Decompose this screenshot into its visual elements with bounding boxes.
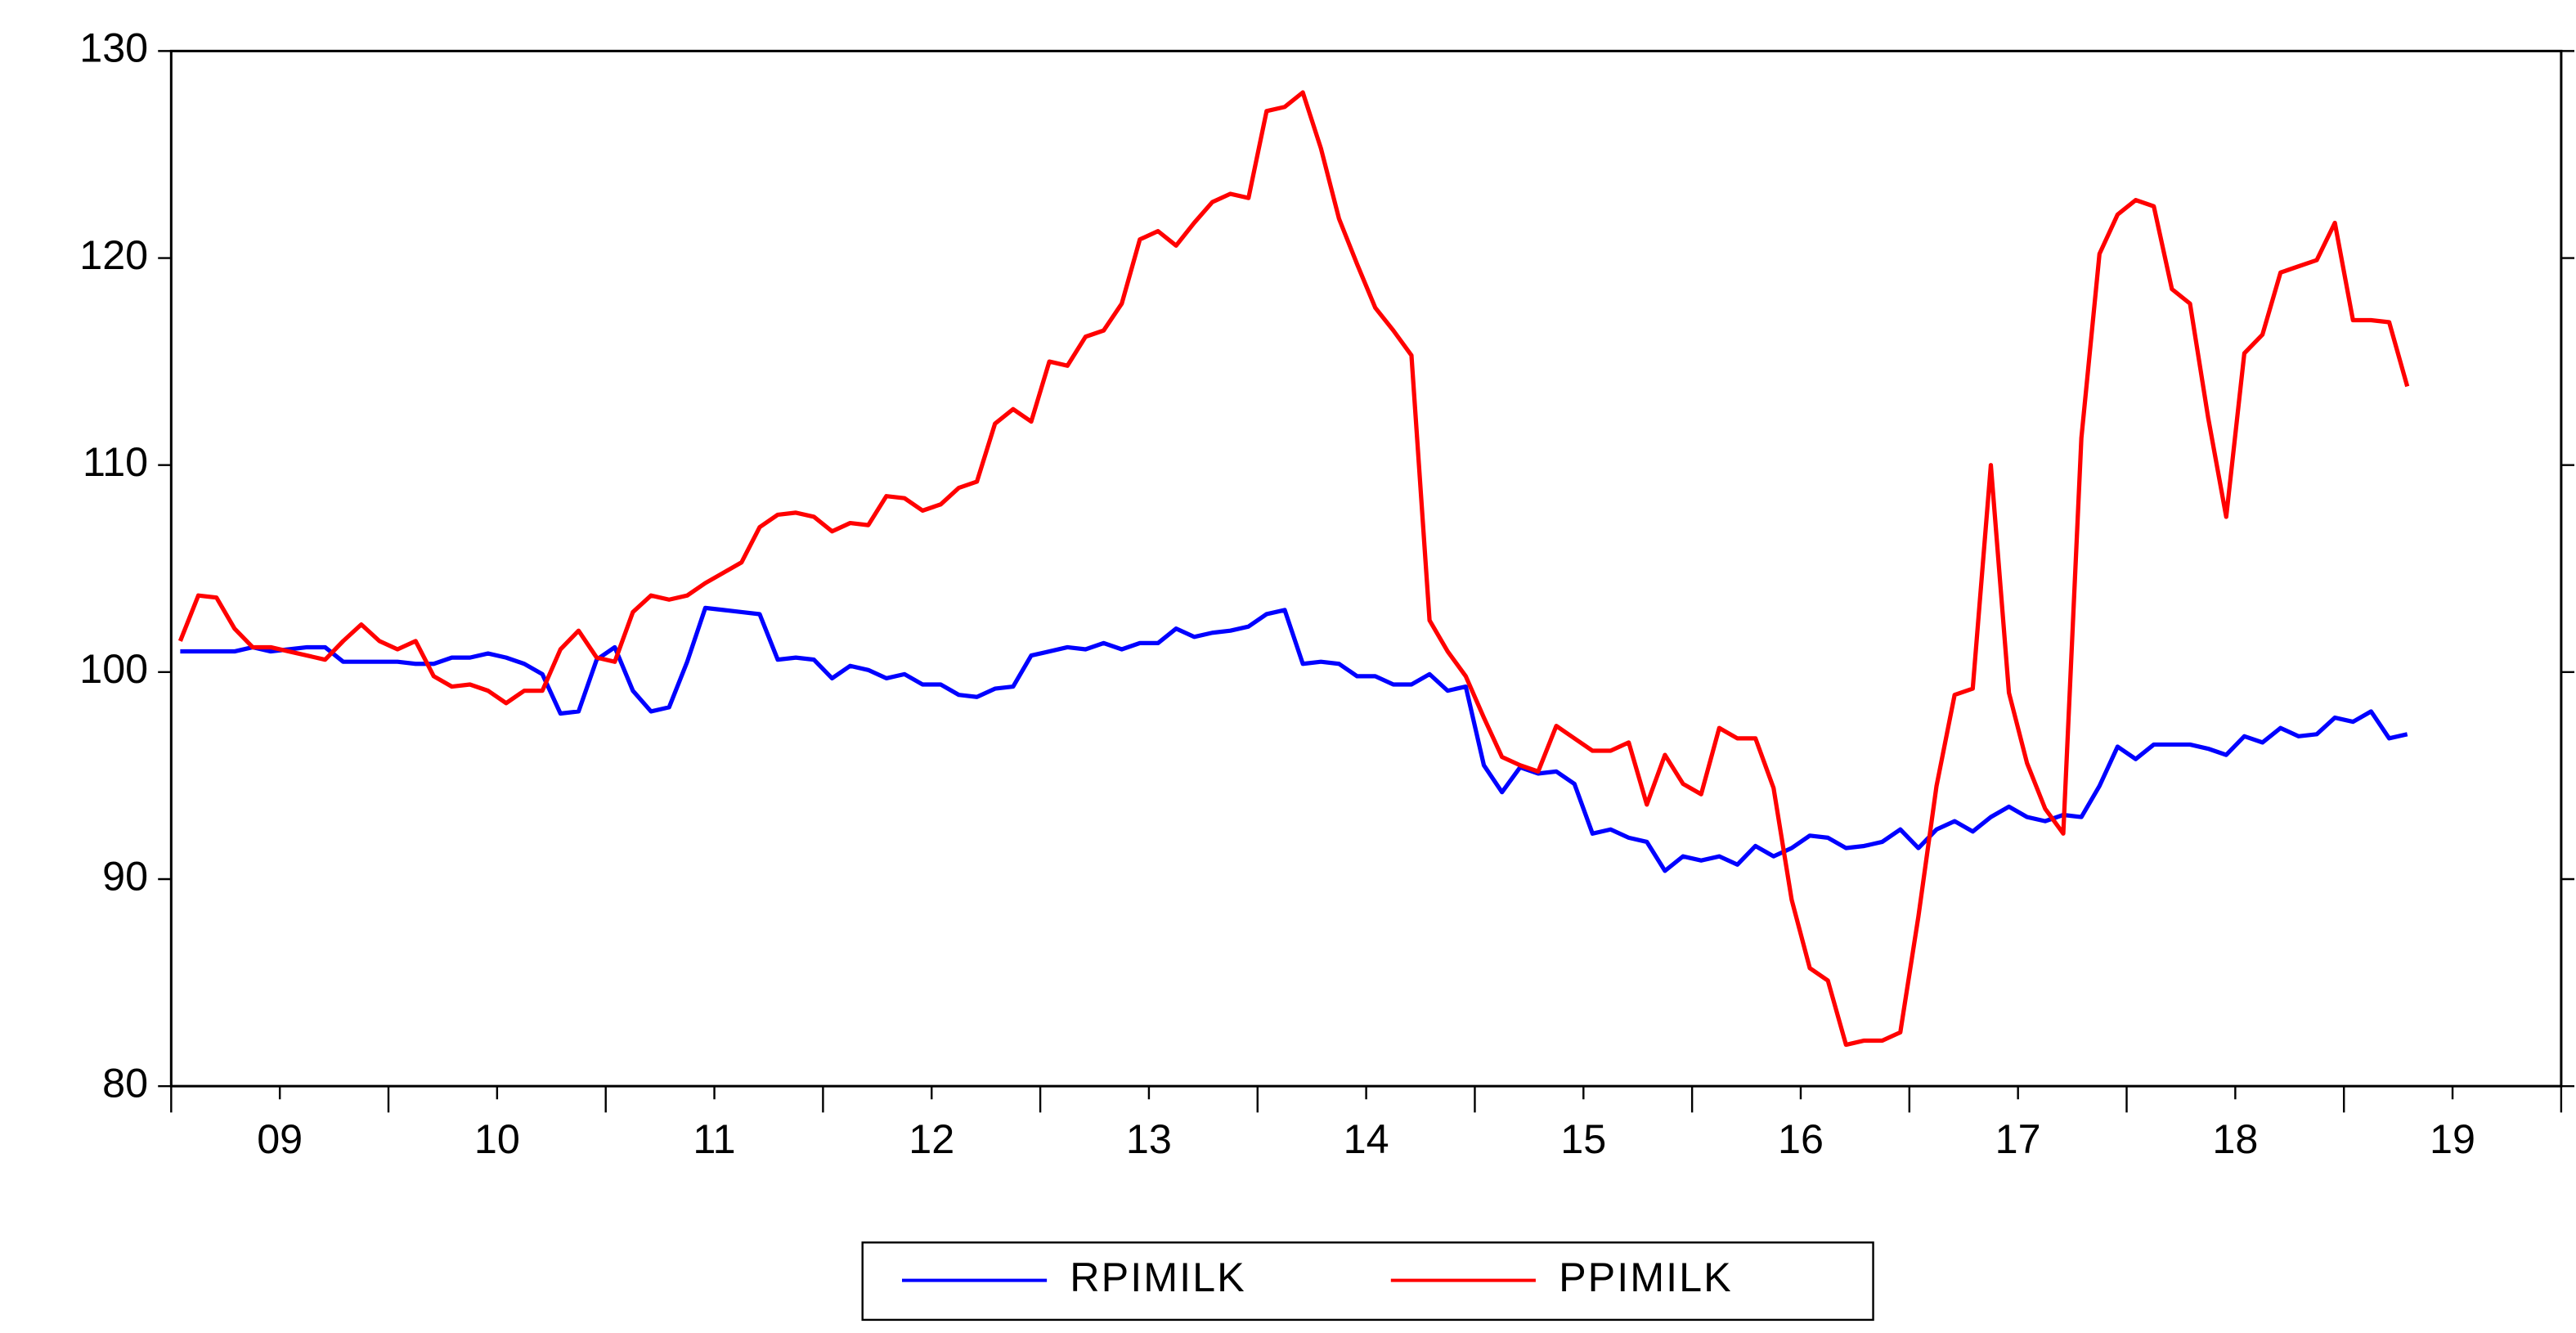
x-tick-label: 10: [474, 1115, 520, 1162]
x-tick-label: 13: [1126, 1115, 1172, 1162]
x-tick-label: 15: [1560, 1115, 1606, 1162]
y-tick-label: 110: [83, 438, 148, 485]
x-tick-label: 09: [257, 1115, 303, 1162]
y-tick-label: 100: [79, 645, 148, 692]
x-tick-label: 11: [693, 1115, 735, 1162]
plot-frame: [169, 49, 2563, 1088]
data-line: [177, 90, 2410, 1048]
y-tick-label: 90: [102, 852, 148, 899]
legend-label: RPIMILK: [1070, 1254, 1245, 1300]
data-line: [180, 605, 2408, 873]
y-tick-label: 120: [79, 231, 148, 278]
legend-label: PPIMILK: [1559, 1254, 1733, 1300]
x-tick-label: 18: [2212, 1115, 2258, 1162]
y-tick-label: 80: [102, 1059, 148, 1106]
x-tick-label: 17: [1995, 1115, 2041, 1162]
x-tick-label: 12: [909, 1115, 954, 1162]
x-tick-label: 16: [1778, 1115, 1824, 1162]
x-tick-label: 19: [2430, 1115, 2475, 1162]
y-tick-label: 130: [79, 25, 148, 71]
x-tick-label: 14: [1344, 1115, 1389, 1162]
